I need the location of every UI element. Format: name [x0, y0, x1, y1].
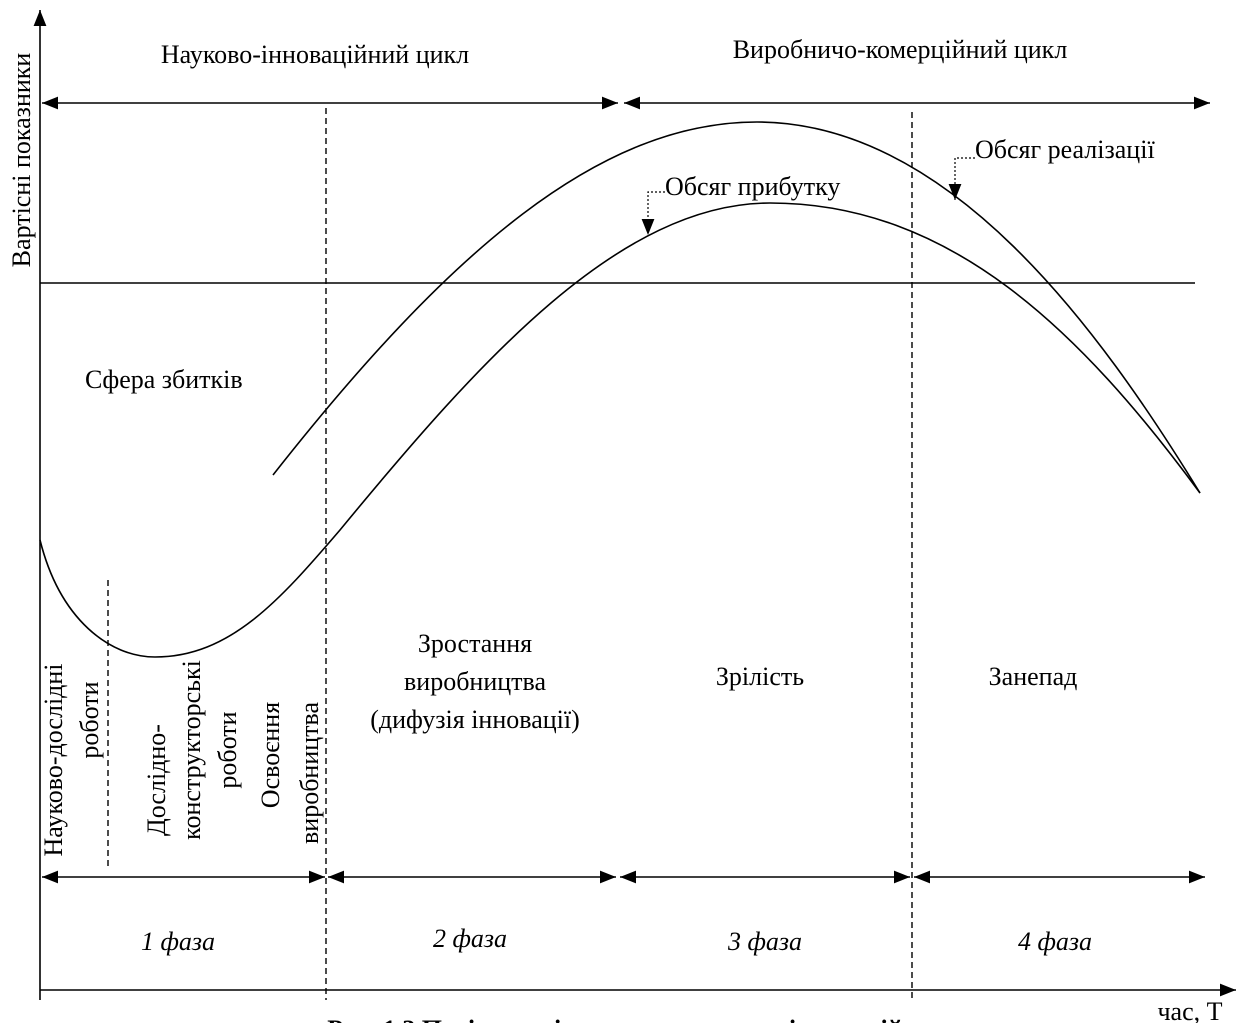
cycle-label: Науково-інноваційний цикл [161, 40, 469, 69]
zone-label: Сфера збитків [85, 365, 243, 394]
stage-label: Дослідно- [142, 724, 171, 836]
sales-curve [272, 121, 1201, 494]
curve-label: Обсяг прибутку [665, 172, 840, 201]
phase-label: 2 фаза [433, 924, 507, 953]
y-axis-label: Вартісні показники [7, 53, 36, 268]
stage-label: виробництва [404, 667, 546, 696]
curve-label: Обсяг реалізації [975, 135, 1155, 164]
stage-label: Науково-дослідні [39, 663, 68, 856]
stage-label: (дифузія інновації) [370, 705, 580, 734]
stage-label: конструкторські [177, 660, 206, 840]
stage-label: Зростання [418, 629, 532, 658]
phase-label: 4 фаза [1018, 927, 1092, 956]
profit-curve [39, 202, 1201, 658]
stage-label: Освоєння [256, 702, 285, 808]
stage-label: Зрілість [716, 662, 804, 691]
stage-label: роботи [75, 681, 104, 758]
x-axis-label: час, Т [1157, 997, 1222, 1023]
callout-leader [641, 191, 665, 235]
cycle-label: Виробничо-комерційний цикл [733, 35, 1068, 64]
stage-label: роботи [213, 711, 242, 788]
phase-label: 3 фаза [727, 927, 802, 956]
callout-leader [948, 157, 975, 200]
phase-label: 1 фаза [141, 927, 215, 956]
stage-label: виробництва [295, 702, 324, 844]
stage-label: Занепад [989, 662, 1078, 691]
caption: Рис. 1.2 Періодизація життєвого циклу ін… [327, 1015, 902, 1023]
